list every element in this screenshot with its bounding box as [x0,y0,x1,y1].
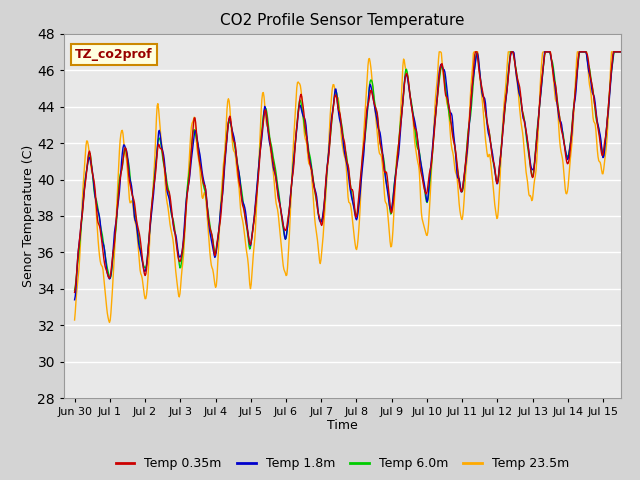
Temp 1.8m [283,229,291,235]
Temp 6.0m [262,106,270,112]
Temp 23.5m [284,265,291,271]
Temp 6.0m [135,234,143,240]
Temp 23.5m [263,123,271,129]
Temp 1.8m [617,49,625,55]
Temp 23.5m [106,320,113,325]
Line: Temp 6.0m: Temp 6.0m [75,52,621,290]
Legend: Temp 0.35m, Temp 1.8m, Temp 6.0m, Temp 23.5m: Temp 0.35m, Temp 1.8m, Temp 6.0m, Temp 2… [111,452,574,475]
Temp 0.35m [283,224,291,229]
Line: Temp 0.35m: Temp 0.35m [75,52,621,292]
Temp 23.5m [236,195,244,201]
Temp 0.35m [262,109,270,115]
Temp 1.8m [71,297,79,303]
Temp 1.8m [236,170,243,176]
Temp 0.35m [71,289,79,295]
Temp 1.8m [509,49,516,55]
Temp 0.35m [435,83,442,89]
Temp 23.5m [404,82,412,88]
Temp 23.5m [617,49,625,55]
Temp 6.0m [71,287,79,293]
Temp 6.0m [435,84,442,90]
Temp 23.5m [71,317,79,323]
X-axis label: Time: Time [327,419,358,432]
Temp 1.8m [262,111,270,117]
Temp 0.35m [135,228,143,233]
Temp 1.8m [435,77,442,83]
Line: Temp 23.5m: Temp 23.5m [75,52,621,323]
Temp 23.5m [436,49,444,55]
Temp 0.35m [472,49,479,55]
Temp 0.35m [236,179,243,184]
Temp 1.8m [404,77,412,83]
Y-axis label: Senor Temperature (C): Senor Temperature (C) [22,145,35,287]
Temp 0.35m [404,74,412,80]
Temp 6.0m [617,49,625,55]
Temp 6.0m [404,74,412,80]
Text: TZ_co2prof: TZ_co2prof [75,48,153,61]
Temp 6.0m [236,170,243,176]
Temp 1.8m [135,241,143,247]
Title: CO2 Profile Sensor Temperature: CO2 Profile Sensor Temperature [220,13,465,28]
Temp 6.0m [507,49,515,55]
Temp 23.5m [136,260,143,265]
Temp 23.5m [435,49,443,55]
Line: Temp 1.8m: Temp 1.8m [75,52,621,300]
Temp 6.0m [283,231,291,237]
Temp 0.35m [617,49,625,55]
